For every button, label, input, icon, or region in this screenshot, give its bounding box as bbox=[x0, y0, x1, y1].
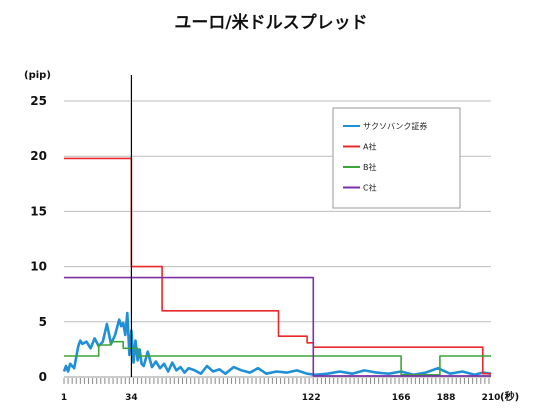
y-tick-label: 20 bbox=[30, 149, 47, 163]
y-axis-unit: (pip) bbox=[24, 70, 51, 81]
legend-label-1: サクソバンク証券 bbox=[363, 121, 427, 131]
x-tick-label: 1 bbox=[61, 393, 67, 403]
series bbox=[62, 157, 492, 377]
x-axis-unit: (秒) bbox=[500, 390, 519, 403]
series-line-4 bbox=[64, 276, 491, 377]
series-line-2 bbox=[64, 157, 491, 375]
y-tick-label: 5 bbox=[39, 315, 47, 329]
y-tick-label: 25 bbox=[30, 94, 47, 108]
series-line-1 bbox=[62, 311, 492, 377]
legend: サクソバンク証券 A社 B社 C社 bbox=[332, 107, 461, 209]
legend-label-4: C社 bbox=[363, 183, 377, 193]
x-tick-label: 210 bbox=[482, 393, 501, 403]
y-tick-label: 10 bbox=[30, 260, 47, 274]
x-tick-label: 166 bbox=[392, 393, 411, 403]
y-tick-label: 15 bbox=[30, 204, 47, 218]
legend-label-3: B社 bbox=[363, 162, 377, 172]
y-tick-label: 0 bbox=[39, 370, 47, 384]
x-tick-label: 188 bbox=[437, 393, 456, 403]
chart-title: ユーロ/米ドルスプレッド bbox=[174, 13, 368, 33]
legend-box bbox=[332, 107, 461, 209]
x-tick-label: 34 bbox=[125, 393, 138, 403]
x-tick-label: 122 bbox=[302, 393, 321, 403]
legend-label-2: A社 bbox=[363, 142, 376, 152]
axes: 0 5 10 15 20 25 1 34 122 166 188 210 bbox=[30, 94, 500, 403]
series-line-3 bbox=[64, 340, 491, 376]
